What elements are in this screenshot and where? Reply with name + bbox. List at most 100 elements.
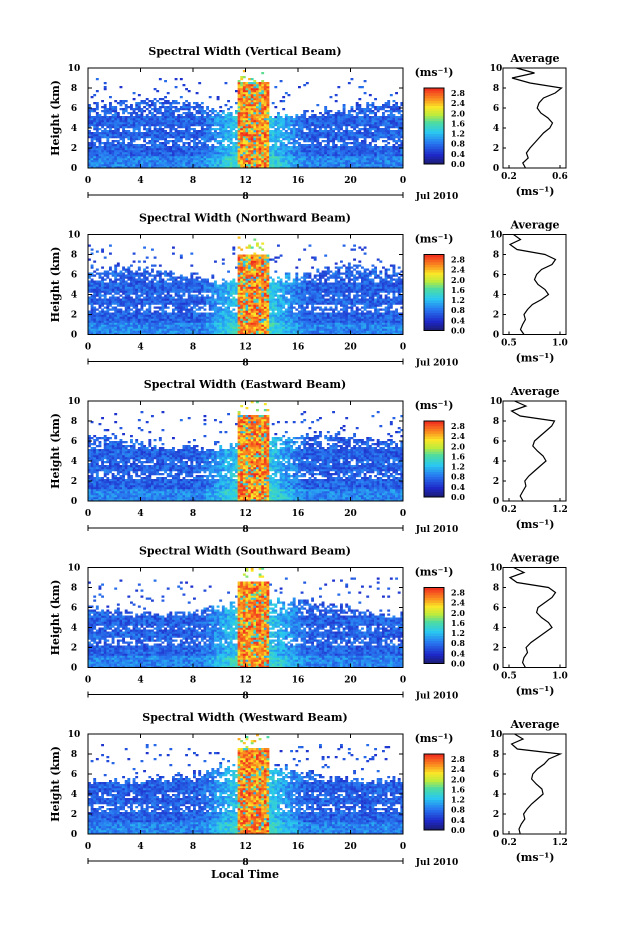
heatmap-cell [148,300,152,303]
heatmap-cell [161,98,165,101]
heatmap-cell [103,116,107,119]
heatmap-cell [332,116,336,119]
y-tick-label: 2 [71,144,77,154]
heatmap-cell [263,134,267,137]
colorbar-tick-label: 1.6 [451,118,465,128]
heatmap-cell [337,86,341,89]
heatmap-cell [148,158,152,161]
heatmap-cell [221,118,225,121]
heatmap-cell [174,324,178,327]
heatmap-cell [119,120,123,123]
heatmap-cell [261,154,265,157]
heatmap-cell [316,124,320,127]
heatmap-cell [101,118,105,121]
heatmap-cell [122,116,126,119]
heatmap-cell [122,292,126,295]
heatmap-cell [88,318,91,321]
heatmap-cell [279,144,283,147]
heatmap-cell [366,132,370,135]
heatmap-cell [88,288,91,291]
heatmap-cell [135,272,139,275]
heatmap-cell [156,300,160,303]
heatmap-cell [277,116,280,119]
heatmap-cell [256,152,259,155]
heatmap-cell [237,130,241,133]
heatmap-cell [258,124,262,127]
heatmap-cell [148,134,152,137]
heatmap-cell [366,114,370,117]
heatmap-cell [345,146,349,149]
heatmap-cell [248,164,252,167]
heatmap-cell [101,314,105,317]
heatmap-cell [292,126,296,129]
heatmap-cell [195,138,199,141]
heatmap-cell [98,164,102,167]
heatmap-cell [119,148,123,151]
heatmap-cell [122,266,126,269]
heatmap-cell [232,116,236,119]
heatmap-cell [90,316,94,319]
heatmap-cell [95,90,99,93]
heatmap-cell [98,140,102,143]
heatmap-cell [119,132,123,135]
heatmap-cell [193,150,196,153]
heatmap-cell [248,156,252,159]
heatmap-cell [245,128,249,131]
heatmap-cell [101,318,105,321]
heatmap-cell [368,144,372,147]
heatmap-cell [198,150,202,153]
heatmap-cell [368,124,372,127]
heatmap-cell [132,312,136,315]
heatmap-cell [208,290,212,293]
heatmap-cell [232,126,236,129]
heatmap-cell [90,312,94,315]
heatmap-cell [237,166,241,169]
heatmap-cell [143,278,147,281]
heatmap-cell [206,322,210,325]
heatmap-cell [195,282,199,285]
heatmap-cell [166,284,170,287]
heatmap-cell [195,148,199,151]
heatmap-cell [143,126,147,129]
heatmap-cell [127,266,131,269]
heatmap-cell [292,150,296,153]
heatmap-cell [376,110,380,113]
heatmap-cell [248,86,252,89]
heatmap-cell [313,130,317,133]
heatmap-cell [345,142,349,145]
heatmap-cell [119,134,123,137]
heatmap-cell [98,320,102,323]
heatmap-cell [292,152,296,155]
heatmap-cell [187,300,191,303]
heatmap-cell [148,132,152,135]
heatmap-cell [161,320,165,323]
heatmap-cell [185,330,189,333]
heatmap-cell [340,112,343,115]
heatmap-cell [242,88,246,91]
heatmap-cell [300,130,304,133]
heatmap-cell [382,158,385,161]
heatmap-cell [269,152,273,155]
heatmap-cell [130,126,133,129]
colorbar-segment [424,95,444,99]
heatmap-cell [106,288,110,291]
heatmap-cell [185,322,189,325]
heatmap-cell [350,150,354,153]
heatmap-cell [111,124,115,127]
heatmap-cell [103,118,107,121]
heatmap-cell [88,112,91,115]
heatmap-cell [319,146,322,149]
heatmap-cell [248,78,252,81]
heatmap-cell [363,156,367,159]
heatmap-cell [145,166,149,169]
heatmap-cell [266,150,270,153]
heatmap-cell [279,154,283,157]
heatmap-cell [200,122,204,125]
heatmap-cell [392,144,396,147]
heatmap-cell [387,118,391,121]
heatmap-cell [235,110,238,113]
heatmap-cell [124,156,128,159]
heatmap-cell [227,162,231,165]
heatmap-cell [350,116,354,119]
heatmap-cell [90,318,94,321]
